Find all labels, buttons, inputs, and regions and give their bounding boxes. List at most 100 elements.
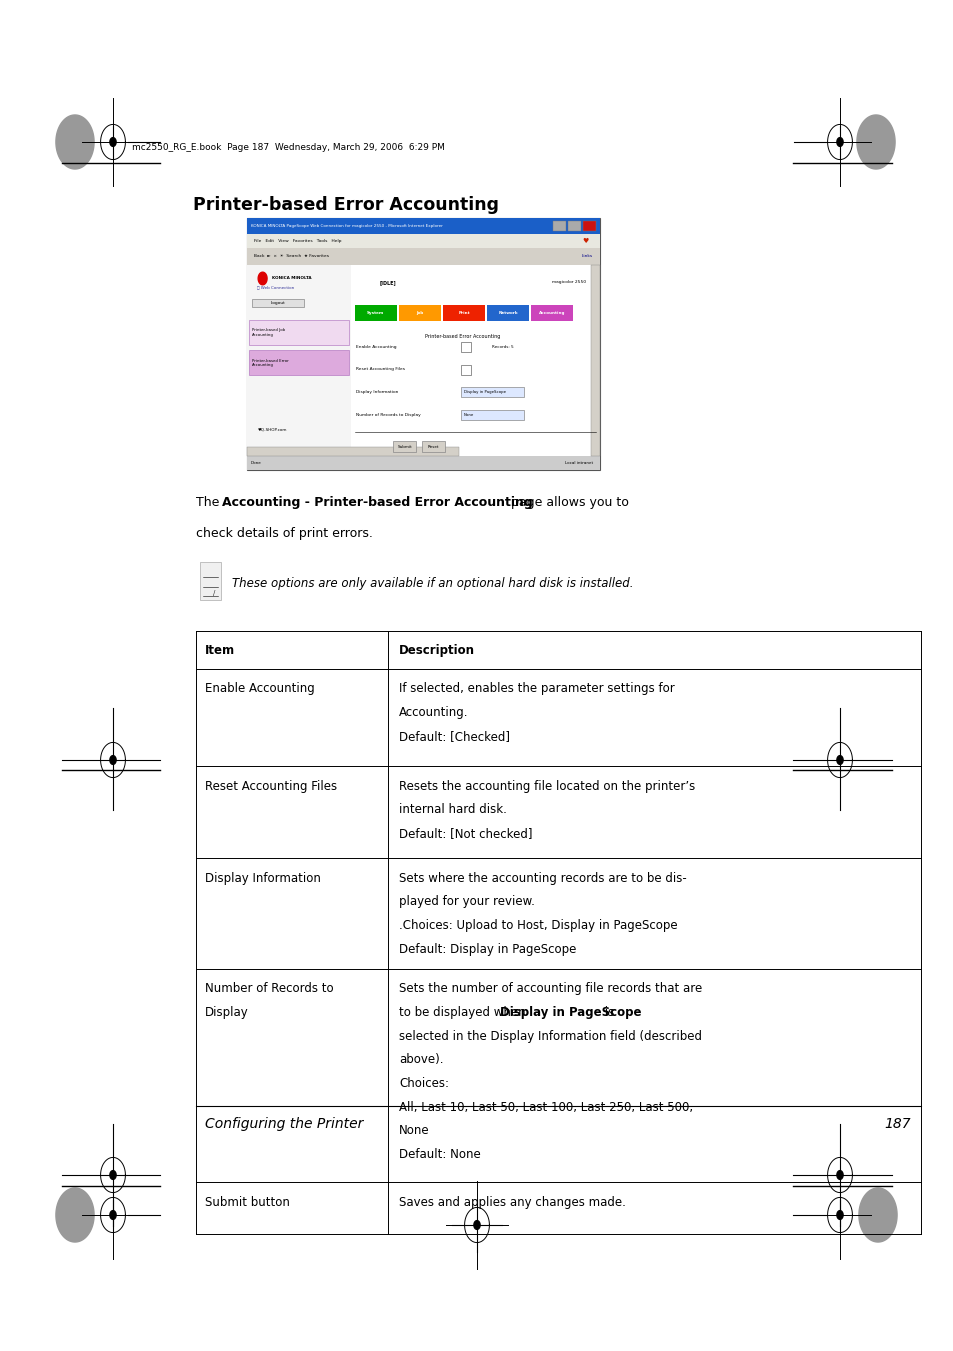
Bar: [393, 440, 416, 453]
Bar: [247, 218, 599, 234]
Text: Logout: Logout: [271, 301, 285, 305]
Text: Printer-based Error
Accounting: Printer-based Error Accounting: [252, 358, 289, 367]
Text: KONICA MINOLTA PageScope Web Connection for magicolor 2550 - Microsoft Internet : KONICA MINOLTA PageScope Web Connection …: [251, 224, 442, 228]
Polygon shape: [856, 115, 894, 169]
Text: Back  ►  ×  ☀  Search  ★ Favorites: Back ► × ☀ Search ★ Favorites: [253, 254, 329, 258]
Polygon shape: [56, 115, 94, 169]
Text: Network: Network: [497, 311, 517, 315]
Text: Enable Accounting: Enable Accounting: [205, 682, 314, 696]
Bar: [249, 350, 349, 376]
Text: Accounting: Accounting: [538, 311, 565, 315]
Text: File   Edit   View   Favorites   Tools   Help: File Edit View Favorites Tools Help: [253, 239, 341, 243]
Text: Submit: Submit: [397, 444, 412, 449]
Text: played for your review.: played for your review.: [398, 896, 535, 908]
Text: Default: [Checked]: Default: [Checked]: [398, 730, 510, 743]
Bar: [486, 305, 529, 322]
Text: ♥: ♥: [582, 238, 588, 245]
Bar: [531, 305, 573, 322]
Text: Enable Accounting: Enable Accounting: [356, 345, 396, 349]
Text: Reset Accounting Files: Reset Accounting Files: [356, 367, 405, 372]
Text: Sets where the accounting records are to be dis-: Sets where the accounting records are to…: [398, 871, 686, 885]
Bar: [460, 342, 471, 353]
Text: above).: above).: [398, 1054, 443, 1066]
Bar: [200, 562, 221, 600]
Polygon shape: [110, 1210, 116, 1220]
Polygon shape: [836, 1210, 842, 1220]
Text: Display in PageScope: Display in PageScope: [463, 390, 505, 394]
Text: /: /: [213, 590, 214, 596]
Text: Default: None: Default: None: [398, 1148, 480, 1161]
Text: Resets the accounting file located on the printer’s: Resets the accounting file located on th…: [398, 780, 695, 793]
Text: Choices:: Choices:: [398, 1077, 449, 1090]
Text: Job: Job: [416, 311, 423, 315]
Polygon shape: [110, 1170, 116, 1179]
Text: .Choices: Upload to Host, Display in PageScope: .Choices: Upload to Host, Display in Pag…: [398, 919, 677, 932]
Bar: [247, 249, 599, 265]
Bar: [552, 220, 565, 231]
Bar: [567, 220, 580, 231]
Text: These options are only available if an optional hard disk is installed.: These options are only available if an o…: [232, 577, 633, 590]
Text: Submit button: Submit button: [205, 1196, 290, 1209]
Polygon shape: [836, 755, 842, 765]
Text: Reset Accounting Files: Reset Accounting Files: [205, 780, 336, 793]
Text: Item: Item: [205, 643, 235, 657]
Text: None: None: [398, 1124, 430, 1138]
Text: Number of Records to Display: Number of Records to Display: [356, 412, 420, 416]
Polygon shape: [110, 138, 116, 146]
Text: If selected, enables the parameter settings for: If selected, enables the parameter setti…: [398, 682, 674, 696]
Polygon shape: [474, 1220, 479, 1229]
Text: to be displayed when: to be displayed when: [398, 1006, 529, 1019]
Text: check details of print errors.: check details of print errors.: [195, 527, 372, 540]
Bar: [252, 299, 304, 308]
Text: is: is: [600, 1006, 614, 1019]
Text: Default: [Not checked]: Default: [Not checked]: [398, 827, 532, 840]
Text: Local intranet: Local intranet: [564, 461, 593, 465]
Text: Print: Print: [457, 311, 469, 315]
Text: Done: Done: [251, 461, 261, 465]
Bar: [355, 305, 396, 322]
Text: Display Information: Display Information: [205, 871, 320, 885]
Bar: [460, 365, 471, 374]
Text: ✨ Web Connection: ✨ Web Connection: [257, 285, 294, 289]
Bar: [582, 220, 596, 231]
Bar: [460, 409, 523, 420]
Text: selected in the Display Information field (described: selected in the Display Information fiel…: [398, 1029, 701, 1043]
Bar: [460, 386, 523, 397]
Bar: [247, 265, 351, 459]
Polygon shape: [110, 755, 116, 765]
Text: All, Last 10, Last 50, Last 100, Last 250, Last 500,: All, Last 10, Last 50, Last 100, Last 25…: [398, 1101, 693, 1113]
Bar: [247, 234, 599, 249]
Bar: [442, 305, 485, 322]
Text: Records: 5: Records: 5: [492, 345, 514, 349]
Text: Accounting - Printer-based Error Accounting: Accounting - Printer-based Error Account…: [222, 496, 533, 509]
Polygon shape: [858, 1188, 896, 1242]
Text: Description: Description: [398, 643, 475, 657]
Text: System: System: [367, 311, 384, 315]
Text: Reset: Reset: [427, 444, 438, 449]
Text: page allows you to: page allows you to: [506, 496, 628, 509]
Text: Configuring the Printer: Configuring the Printer: [205, 1117, 363, 1131]
Text: mc2550_RG_E.book  Page 187  Wednesday, March 29, 2006  6:29 PM: mc2550_RG_E.book Page 187 Wednesday, Mar…: [132, 142, 444, 151]
Text: The: The: [195, 496, 223, 509]
Text: magicolor 2550: magicolor 2550: [551, 280, 585, 284]
Bar: [421, 440, 444, 453]
Text: Number of Records to: Number of Records to: [205, 982, 334, 996]
Bar: [247, 218, 599, 470]
Text: Printer-based Error Accounting: Printer-based Error Accounting: [193, 196, 498, 213]
Text: [IDLE]: [IDLE]: [379, 280, 395, 285]
Text: None: None: [463, 412, 474, 416]
Bar: [591, 265, 599, 457]
Polygon shape: [836, 1170, 842, 1179]
Text: Sets the number of accounting file records that are: Sets the number of accounting file recor…: [398, 982, 701, 996]
Text: Printer-based Error Accounting: Printer-based Error Accounting: [425, 334, 500, 339]
Polygon shape: [836, 138, 842, 146]
Bar: [247, 457, 599, 470]
Text: Display Information: Display Information: [356, 390, 398, 394]
Text: Accounting.: Accounting.: [398, 707, 468, 719]
Bar: [398, 305, 440, 322]
Text: ♥Q-SHOP.com: ♥Q-SHOP.com: [257, 428, 287, 432]
Text: internal hard disk.: internal hard disk.: [398, 804, 506, 816]
Text: Printer-based Job
Accounting: Printer-based Job Accounting: [252, 328, 285, 336]
Text: 187: 187: [883, 1117, 910, 1131]
Text: Display: Display: [205, 1006, 249, 1019]
